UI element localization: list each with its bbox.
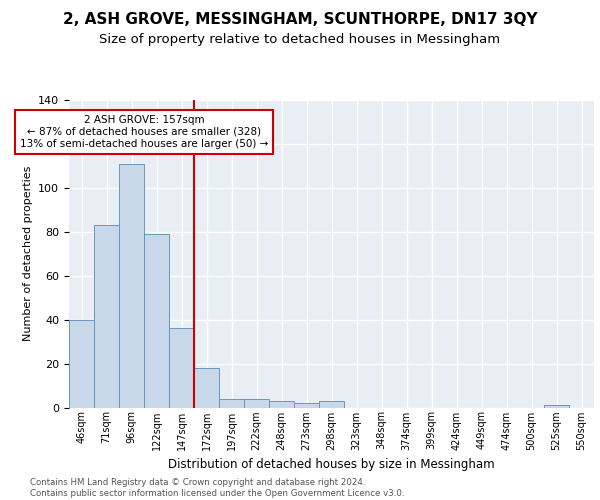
Bar — [544, 406, 569, 407]
Bar — [144, 234, 169, 408]
Bar — [194, 368, 219, 408]
Bar — [169, 328, 194, 407]
Text: Size of property relative to detached houses in Messingham: Size of property relative to detached ho… — [100, 32, 500, 46]
Bar — [244, 398, 269, 407]
Bar — [94, 225, 119, 408]
Text: Contains HM Land Registry data © Crown copyright and database right 2024.
Contai: Contains HM Land Registry data © Crown c… — [30, 478, 404, 498]
Bar — [119, 164, 144, 408]
Bar — [69, 320, 94, 408]
Text: 2, ASH GROVE, MESSINGHAM, SCUNTHORPE, DN17 3QY: 2, ASH GROVE, MESSINGHAM, SCUNTHORPE, DN… — [62, 12, 538, 28]
Bar — [219, 398, 244, 407]
Text: 2 ASH GROVE: 157sqm
← 87% of detached houses are smaller (328)
13% of semi-detac: 2 ASH GROVE: 157sqm ← 87% of detached ho… — [20, 116, 268, 148]
Bar — [319, 401, 344, 407]
X-axis label: Distribution of detached houses by size in Messingham: Distribution of detached houses by size … — [168, 458, 495, 471]
Bar — [294, 403, 319, 407]
Y-axis label: Number of detached properties: Number of detached properties — [23, 166, 32, 342]
Bar — [269, 401, 294, 407]
